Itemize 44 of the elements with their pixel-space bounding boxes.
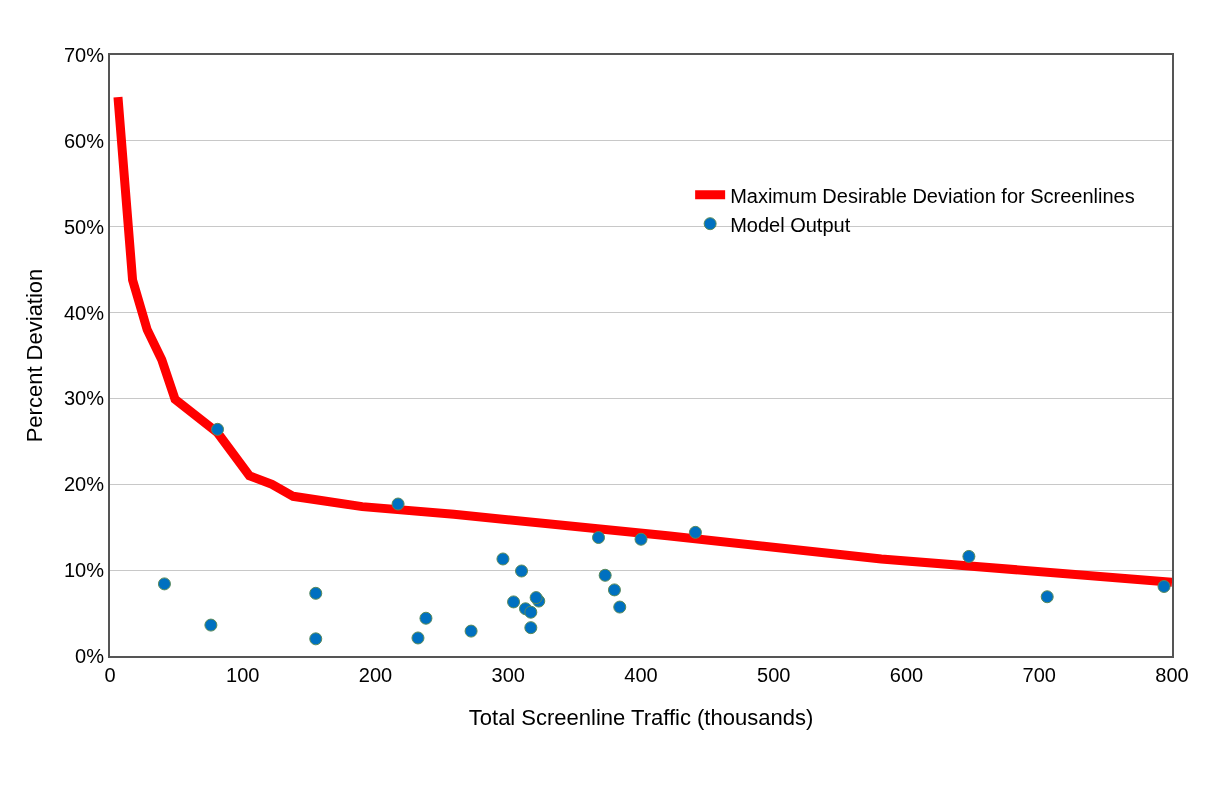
x-tick-label: 600: [889, 664, 924, 686]
point: [391, 497, 405, 511]
y-tick-label: 40%: [63, 301, 105, 324]
point: [524, 621, 538, 635]
y-tick-label: 30%: [63, 387, 105, 410]
x-tick-label: 700: [1022, 664, 1056, 686]
point: [688, 525, 702, 539]
point: [515, 564, 529, 578]
point: [211, 422, 225, 436]
point: [157, 577, 171, 591]
y-tick-label: 50%: [63, 215, 105, 238]
y-tick-label: 60%: [63, 129, 105, 152]
point: [613, 600, 627, 614]
x-axis-title: Total Screenline Traffic (thousands): [468, 705, 814, 731]
point: [524, 605, 538, 619]
point: [592, 531, 606, 545]
point: [634, 532, 648, 546]
y-tick-label: 10%: [63, 559, 105, 582]
point: [1040, 590, 1054, 604]
point: [464, 624, 478, 638]
point: [507, 595, 521, 609]
y-tick-label: 0%: [75, 645, 105, 667]
legend-label: Model Output: [730, 213, 851, 236]
y-tick-label: 70%: [63, 44, 105, 66]
point: [607, 583, 621, 597]
x-tick-label: 0: [104, 664, 116, 686]
x-tick-label: 400: [624, 664, 658, 686]
point: [309, 586, 323, 600]
x-tick-label: 100: [226, 664, 260, 686]
point: [411, 631, 425, 645]
point: [204, 618, 218, 632]
x-tick-label: 300: [491, 664, 525, 686]
point: [962, 549, 976, 563]
point: [496, 552, 510, 566]
point: [309, 632, 323, 646]
x-tick-label: 200: [358, 664, 393, 686]
x-tick-label: 500: [757, 664, 791, 686]
legend-label: Maximum Desirable Deviation for Screenlines: [730, 184, 1135, 207]
y-tick-label: 20%: [63, 473, 105, 496]
x-tick-label: 800: [1155, 664, 1189, 686]
point: [419, 611, 433, 625]
y-axis-title: Percent Deviation: [22, 268, 48, 443]
point: [1157, 579, 1171, 593]
point: [598, 568, 612, 582]
